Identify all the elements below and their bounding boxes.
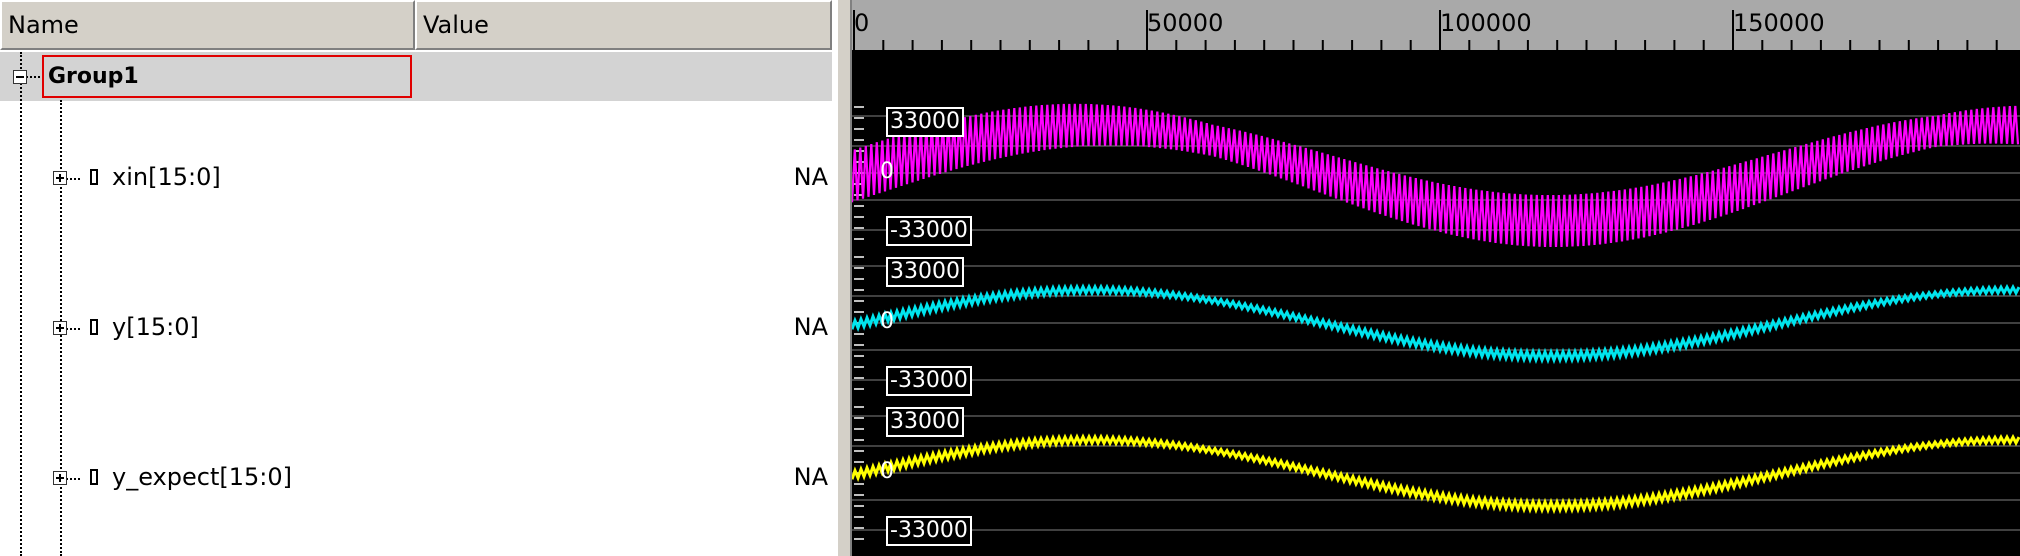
group-name[interactable]: Group1 xyxy=(42,55,412,98)
tree-line xyxy=(66,328,80,330)
signal-list-pane: Name Value Group1 xin[15:0] NA y[15:0] N… xyxy=(0,0,836,556)
max-amplitude-label: 33000 xyxy=(886,257,964,287)
name-column-header[interactable]: Name xyxy=(0,0,415,50)
ruler-label: 0 xyxy=(854,9,870,37)
expand-signal-icon[interactable] xyxy=(53,321,67,335)
ruler-label: 100000 xyxy=(1440,9,1532,37)
expand-signal-icon[interactable] xyxy=(53,171,67,185)
ruler-ticks xyxy=(853,10,1998,50)
zero-label: 0 xyxy=(880,459,894,484)
signal-name-y[interactable]: y[15:0] xyxy=(112,313,199,341)
tree-line xyxy=(26,76,40,78)
signal-bus-icon xyxy=(90,469,98,485)
value-column-header[interactable]: Value xyxy=(415,0,832,50)
tree-line xyxy=(20,52,22,556)
min-amplitude-label: -33000 xyxy=(886,516,972,546)
min-amplitude-label: -33000 xyxy=(886,216,972,246)
waveform-canvas[interactable] xyxy=(852,50,2020,556)
min-amplitude-label: -33000 xyxy=(886,366,972,396)
zero-label: 0 xyxy=(880,309,894,334)
group-row[interactable] xyxy=(0,52,832,101)
signal-name-y-expect[interactable]: y_expect[15:0] xyxy=(112,463,292,491)
pane-splitter[interactable] xyxy=(836,0,852,556)
ruler-label: 50000 xyxy=(1147,9,1224,37)
expand-signal-icon[interactable] xyxy=(53,471,67,485)
signal-value-y-expect: NA xyxy=(793,463,828,491)
signal-value-xin: NA xyxy=(793,163,828,191)
tree-line xyxy=(66,478,80,480)
signal-bus-icon xyxy=(90,169,98,185)
collapse-group-icon[interactable] xyxy=(13,70,27,84)
signal-bus-icon xyxy=(90,319,98,335)
waveform-y-expect xyxy=(852,433,2020,515)
tree-line xyxy=(66,178,80,180)
waveform-xin xyxy=(852,103,2020,247)
waveform-y xyxy=(852,283,2020,365)
signal-name-xin[interactable]: xin[15:0] xyxy=(112,163,221,191)
waveform-pane[interactable]: 0 50000 100000 150000 33000 0 -33000 330… xyxy=(852,0,2020,556)
max-amplitude-label: 33000 xyxy=(886,107,964,137)
max-amplitude-label: 33000 xyxy=(886,407,964,437)
zero-label: 0 xyxy=(880,159,894,184)
signal-value-y: NA xyxy=(793,313,828,341)
time-ruler[interactable]: 0 50000 100000 150000 xyxy=(852,0,2020,50)
ruler-label: 150000 xyxy=(1733,9,1825,37)
